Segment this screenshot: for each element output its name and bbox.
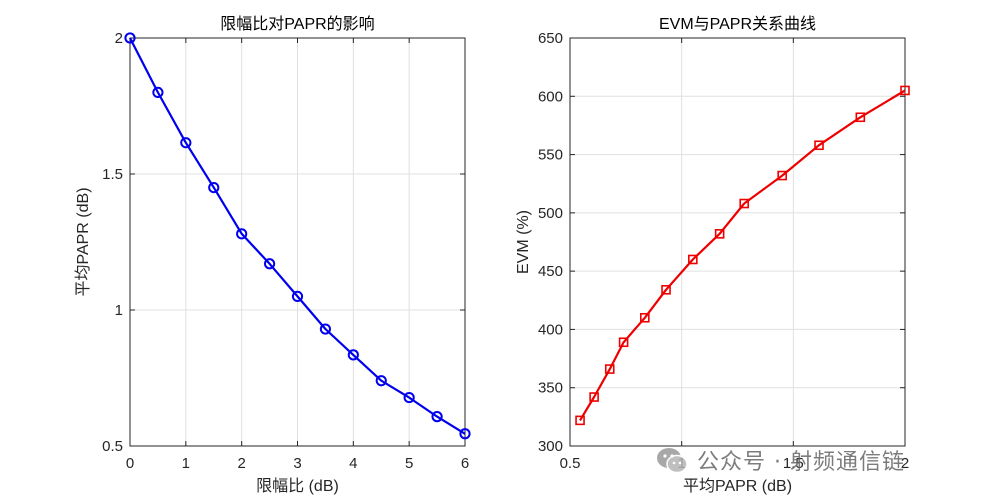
data-point <box>688 254 698 265</box>
x-tick-label: 1 <box>182 455 190 472</box>
watermark: 公众号 · 射频通信链 <box>655 443 905 477</box>
y-tick-label: 400 <box>538 321 563 338</box>
y-tick-label: 0.5 <box>102 438 123 455</box>
data-point <box>459 428 471 440</box>
chart-title: EVM与PAPR关系曲线 <box>659 15 816 33</box>
y-tick-label: 1.5 <box>102 166 123 183</box>
x-tick-label: 1.5 <box>783 455 804 472</box>
data-point <box>618 337 629 348</box>
watermark-text: 公众号 · 射频通信链 <box>697 450 905 475</box>
data-point <box>575 415 585 426</box>
data-point <box>855 112 866 123</box>
y-axis-label: EVM (%) <box>515 210 532 274</box>
chart-title: 限幅比对PAPR的影响 <box>220 15 374 33</box>
data-point <box>589 392 599 402</box>
y-tick-label: 1 <box>115 302 123 319</box>
x-tick-label: 6 <box>461 455 469 472</box>
data-point <box>739 198 750 209</box>
data-point <box>319 323 332 335</box>
y-axis-label: 平均PAPR (dB) <box>74 187 92 296</box>
data-point <box>431 411 443 423</box>
y-tick-label: 450 <box>538 263 563 280</box>
data-point <box>152 86 164 99</box>
x-tick-label: 0.5 <box>560 455 581 472</box>
data-point <box>661 284 671 295</box>
x-tick-label: 3 <box>293 455 301 472</box>
x-axis-label: 限幅比 (dB) <box>256 477 339 495</box>
x-tick-label: 2 <box>237 455 245 472</box>
data-point <box>124 32 136 44</box>
series-line <box>579 89 906 421</box>
data-point <box>714 229 725 239</box>
data-point <box>263 258 276 270</box>
data-point <box>900 85 910 96</box>
y-tick-label: 300 <box>538 438 563 455</box>
plot-area <box>570 38 905 446</box>
axis-frame <box>569 37 906 447</box>
data-point <box>208 182 220 194</box>
x-axis-label: 平均PAPR (dB) <box>683 477 792 495</box>
x-tick-label: 0 <box>126 455 134 472</box>
x-tick-label: 5 <box>405 455 413 472</box>
chart-evm-vs-papr: 0.511.52300350400450500550600650EVM与PAPR… <box>515 15 910 495</box>
data-point <box>291 290 304 302</box>
data-point <box>814 140 824 151</box>
data-point <box>403 391 415 404</box>
y-tick-label: 350 <box>538 380 563 397</box>
y-tick-label: 650 <box>538 30 563 47</box>
data-point <box>777 170 787 181</box>
data-point <box>640 312 650 323</box>
y-tick-label: 2 <box>115 30 123 47</box>
data-point <box>347 349 359 361</box>
y-tick-label: 600 <box>538 88 563 105</box>
data-point <box>375 375 387 387</box>
y-tick-label: 500 <box>538 205 563 222</box>
data-point <box>236 228 248 240</box>
x-tick-label: 4 <box>349 455 357 472</box>
wechat-icon <box>655 443 689 477</box>
data-point <box>180 137 192 149</box>
data-point <box>604 364 615 374</box>
y-tick-label: 550 <box>538 147 563 164</box>
x-tick-label: 2 <box>901 455 909 472</box>
series-line <box>129 37 466 435</box>
